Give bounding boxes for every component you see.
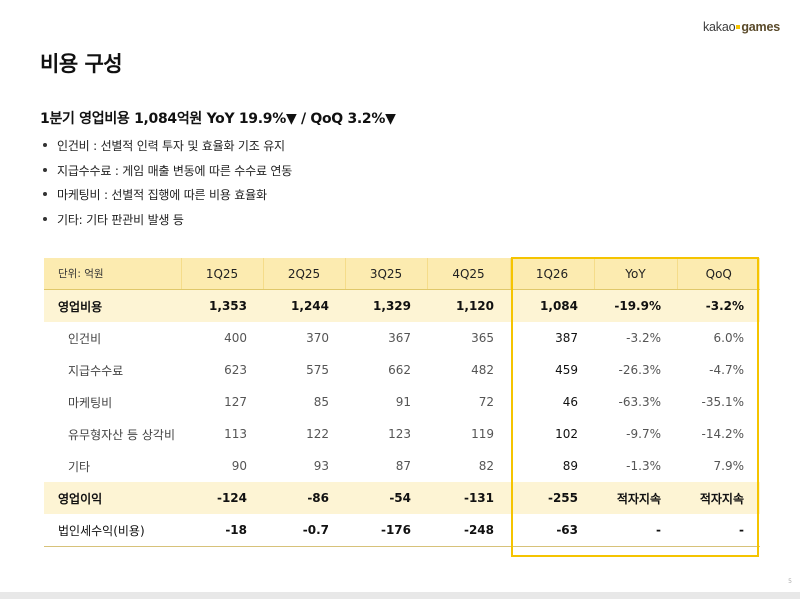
table-cell: -4.7%: [709, 363, 744, 377]
bullet-list: 인건비 : 선별적 인력 투자 및 효율화 기조 유지 지급수수료 : 게임 매…: [40, 137, 292, 235]
table-cell: -255: [510, 482, 594, 514]
column-header: 3Q25: [344, 258, 427, 290]
table-cell: -18: [181, 514, 263, 547]
table-cell: 623: [224, 363, 247, 377]
table-cell: 7.9%: [713, 459, 745, 473]
bullet-item: 마케팅비 : 선별적 집행에 따른 비용 효율화: [40, 186, 292, 211]
kakaogames-logo: kakao games: [703, 20, 780, 34]
table-cell: -35.1%: [701, 395, 744, 409]
table-cell: 482: [471, 363, 494, 377]
table-row: 기타 90 93 87 82 89 -1.3% 7.9%: [44, 450, 760, 482]
table-cell: 90: [231, 459, 247, 473]
table-cell: 6.0%: [713, 331, 745, 345]
table-cell: -63.3%: [618, 395, 661, 409]
table-cell: 72: [478, 395, 494, 409]
table-row: 영업이익 -124 -86 -54 -131 -255 적자지속 적자지속: [44, 482, 760, 514]
table-row: 지급수수료 623 575 662 482 459 -26.3% -4.7%: [44, 354, 760, 386]
table-cell: 119: [471, 427, 494, 441]
table-cell: 1,120: [427, 289, 510, 322]
table-cell: -19.9%: [594, 289, 677, 322]
table-cell: 365: [471, 331, 494, 345]
table-cell: 87: [395, 459, 411, 473]
table-row: 법인세수익(비용) -18 -0.7 -176 -248 -63 - -: [44, 514, 760, 547]
table-cell: 113: [224, 427, 247, 441]
table-cell: 46: [562, 395, 578, 409]
table-row: 영업비용 1,353 1,244 1,329 1,120 1,084 -19.9…: [44, 289, 760, 322]
table-header-row: 단위: 억원 1Q25 2Q25 3Q25 4Q25 1Q26 YoY QoQ: [44, 258, 760, 290]
table-cell: -63: [510, 514, 594, 547]
row-label: 법인세수익(비용): [44, 514, 181, 547]
table-cell: 1,353: [181, 289, 263, 322]
row-label: 지급수수료: [68, 363, 124, 378]
column-header: YoY: [593, 258, 677, 290]
table-cell: -1.3%: [626, 459, 661, 473]
table-cell: 102: [555, 427, 578, 441]
section-subtitle: 1분기 영업비용 1,084억원 YoY 19.9%▼ / QoQ 3.2%▼: [40, 111, 396, 127]
table-cell: 1,329: [345, 289, 427, 322]
bullet-item: 지급수수료 : 게임 매출 변동에 따른 수수료 연동: [40, 162, 292, 187]
table-row: 인건비 400 370 367 365 387 -3.2% 6.0%: [44, 322, 760, 354]
table-cell: -3.2%: [626, 331, 661, 345]
bullet-item: 기타: 기타 판관비 발생 등: [40, 211, 292, 236]
table-row: 유무형자산 등 상각비 113 122 123 119 102 -9.7% -1…: [44, 418, 760, 450]
table-cell: 127: [224, 395, 247, 409]
table-cell: 387: [555, 331, 578, 345]
table-cell: -131: [427, 482, 510, 514]
table-cell: 89: [562, 459, 578, 473]
table-cell: -9.7%: [626, 427, 661, 441]
table-cell: 91: [395, 395, 411, 409]
row-label: 영업이익: [44, 482, 181, 514]
column-header: 4Q25: [426, 258, 510, 290]
footer-bar: [0, 592, 800, 599]
table-cell: 93: [313, 459, 329, 473]
cost-table: 단위: 억원 1Q25 2Q25 3Q25 4Q25 1Q26 YoY QoQ …: [44, 258, 760, 547]
table-cell: 122: [306, 427, 329, 441]
table-cell: -0.7: [263, 514, 345, 547]
column-header: QoQ: [676, 258, 760, 290]
table-cell: 367: [388, 331, 411, 345]
table-cell: 적자지속: [677, 482, 760, 514]
table-cell: -176: [345, 514, 427, 547]
table-cell: -3.2%: [677, 289, 760, 322]
table-cell: 적자지속: [594, 482, 677, 514]
table-row: 마케팅비 127 85 91 72 46 -63.3% -35.1%: [44, 386, 760, 418]
column-header: 1Q25: [180, 258, 263, 290]
table-cell: 82: [478, 459, 494, 473]
table-cell: -: [677, 514, 760, 547]
table-cell: 1,084: [510, 289, 594, 322]
table-cell: 400: [224, 331, 247, 345]
table-cell: 662: [388, 363, 411, 377]
page-number: 5: [788, 578, 792, 585]
table-cell: 370: [306, 331, 329, 345]
table-cell: 459: [555, 363, 578, 377]
row-label: 유무형자산 등 상각비: [68, 427, 175, 442]
logo-mark: [736, 25, 741, 30]
table-cell: -124: [181, 482, 263, 514]
column-header: 1Q26: [509, 258, 594, 290]
table-cell: -86: [263, 482, 345, 514]
table-cell: -248: [427, 514, 510, 547]
column-header: 2Q25: [262, 258, 345, 290]
table-cell: 1,244: [263, 289, 345, 322]
table-cell: -26.3%: [618, 363, 661, 377]
row-label: 영업비용: [44, 289, 181, 322]
logo-text-games: games: [741, 20, 780, 34]
unit-label: 단위: 억원: [44, 258, 181, 290]
row-label: 마케팅비: [68, 395, 113, 410]
table-cell: -: [594, 514, 677, 547]
logo-text-kakao: kakao: [703, 20, 736, 34]
row-label: 인건비: [68, 331, 102, 346]
page-title: 비용 구성: [40, 52, 123, 76]
bullet-item: 인건비 : 선별적 인력 투자 및 효율화 기조 유지: [40, 137, 292, 162]
table-cell: -54: [345, 482, 427, 514]
table-cell: -14.2%: [701, 427, 744, 441]
table-cell: 123: [388, 427, 411, 441]
table-cell: 575: [306, 363, 329, 377]
row-label: 기타: [68, 459, 91, 474]
table-cell: 85: [313, 395, 329, 409]
